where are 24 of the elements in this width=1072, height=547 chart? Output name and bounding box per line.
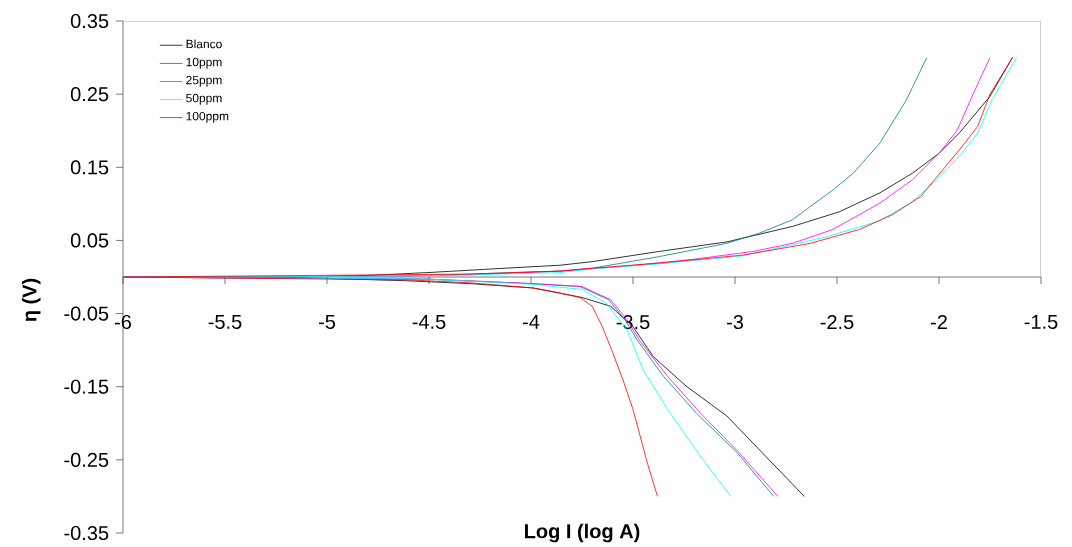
x-tick-label: -4 [522, 314, 540, 329]
x-tick-label: -5.5 [208, 314, 242, 329]
y-tick-label: 0.35 [70, 13, 109, 29]
legend-label: 100ppm [186, 111, 229, 123]
y-tick-label: -0.05 [64, 306, 109, 321]
x-tick-label: -2 [930, 314, 947, 329]
y-tick-label: -0.35 [64, 525, 109, 541]
y-axis-title: η (V) [21, 278, 41, 322]
y-tick-label: 0.15 [70, 160, 109, 175]
legend-label: Blanco [186, 39, 222, 49]
x-tick-label: -5 [318, 314, 336, 329]
x-axis-title: Log I (log A) [525, 523, 640, 543]
y-tick-label: -0.25 [64, 452, 109, 467]
x-tick-label: -2.5 [820, 314, 854, 330]
x-tick-label: -1.5 [1024, 314, 1058, 329]
x-tick-label: -3 [726, 314, 744, 330]
x-tick-label: -6 [114, 314, 132, 330]
legend-label: 50ppm [186, 93, 222, 105]
x-tick-label: -4.5 [412, 314, 446, 329]
legend-label: 10ppm [186, 57, 222, 69]
y-tick-label: -0.15 [64, 379, 109, 394]
legend-label: 25ppm [186, 75, 222, 87]
y-tick-label: 0.05 [70, 233, 109, 248]
y-tick-label: 0.25 [70, 87, 109, 102]
